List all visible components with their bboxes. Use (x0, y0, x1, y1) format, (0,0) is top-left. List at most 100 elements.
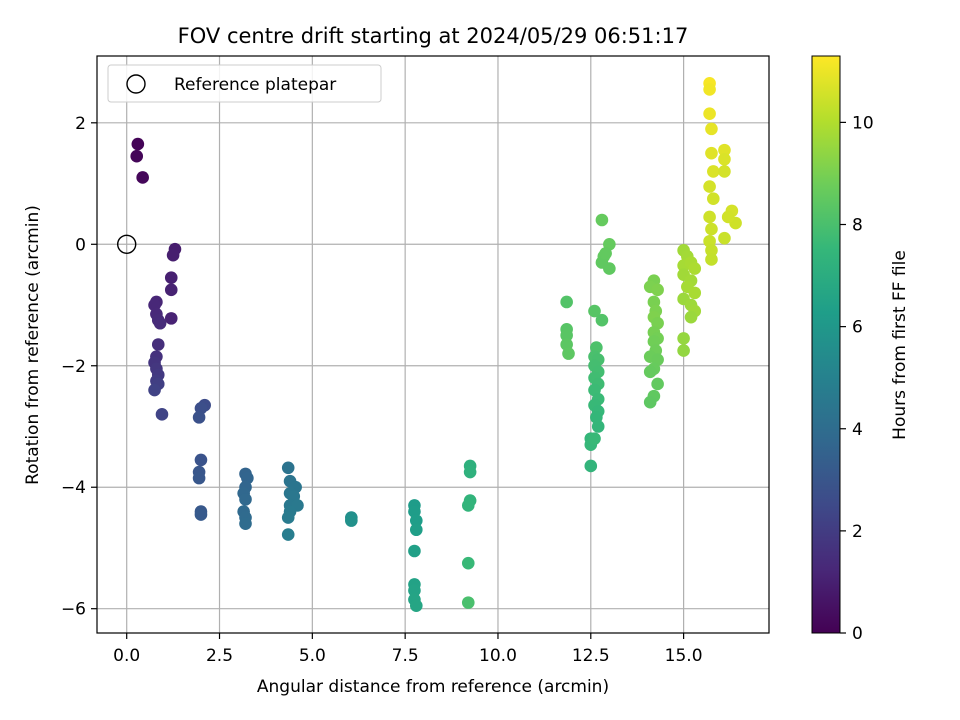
legend: Reference platepar (107, 64, 382, 103)
colorbar-tick-label: 8 (852, 216, 863, 236)
data-point (463, 465, 477, 479)
data-point (599, 247, 612, 260)
data-point (281, 528, 295, 541)
data-point (707, 165, 720, 178)
plot-frame (96, 55, 770, 634)
y-tick-label: −4 (61, 478, 86, 498)
data-point (562, 347, 575, 360)
data-point (153, 316, 167, 330)
data-point (705, 253, 718, 266)
colorbar-tick-label: 6 (852, 318, 863, 338)
data-point (409, 514, 423, 527)
y-tick-label: 2 (75, 114, 86, 134)
data-point (130, 149, 144, 163)
data-point (718, 152, 731, 166)
data-point (409, 523, 423, 537)
data-point (705, 222, 718, 236)
x-tick-label: 2.5 (206, 646, 233, 666)
chart-title: FOV centre drift starting at 2024/05/29 … (178, 24, 689, 48)
data-point (588, 304, 601, 318)
data-point (131, 137, 145, 151)
x-tick-label: 5.0 (299, 646, 326, 666)
x-tick-label: 12.5 (572, 646, 610, 666)
y-axis-ticks: −6 −4 −2 0 2 (61, 114, 97, 620)
data-point (461, 596, 475, 609)
data-point (164, 312, 178, 325)
y-tick-label: 0 (75, 235, 86, 255)
data-point (560, 295, 573, 309)
data-points (130, 77, 742, 612)
data-point (718, 165, 731, 178)
data-point (345, 514, 358, 527)
data-point (584, 459, 598, 473)
data-point (603, 262, 616, 275)
colorbar (811, 55, 841, 634)
colorbar-tick-label: 0 (852, 624, 863, 644)
data-point (461, 499, 475, 512)
colorbar-tick-label: 10 (852, 113, 874, 133)
y-axis-label: Rotation from reference (arcmin) (23, 205, 43, 485)
data-point (136, 171, 149, 184)
data-point (651, 283, 664, 297)
data-point (461, 556, 475, 570)
data-point (643, 365, 657, 379)
x-tick-label: 10.0 (479, 646, 517, 666)
data-point (155, 408, 169, 421)
data-point (703, 180, 716, 193)
data-point (705, 244, 718, 257)
colorbar-tick-label: 4 (852, 420, 863, 440)
data-point (595, 313, 609, 327)
x-tick-label: 7.5 (392, 646, 419, 666)
data-point (281, 511, 295, 524)
data-point (721, 210, 735, 224)
data-point (705, 146, 718, 160)
data-point (588, 432, 601, 445)
data-point (595, 213, 609, 227)
y-tick-label: −2 (61, 357, 86, 377)
data-point (408, 584, 421, 597)
legend-marker-open-circle (126, 74, 146, 94)
data-point (643, 395, 657, 409)
data-point (192, 471, 206, 485)
grid-lines (97, 56, 769, 633)
data-point (194, 508, 208, 521)
colorbar-tick-label: 2 (852, 522, 863, 542)
x-tick-label: 15.0 (665, 646, 703, 666)
data-point (684, 310, 698, 324)
colorbar-ticks: 0 2 4 6 8 10 (840, 113, 874, 644)
data-point (151, 338, 165, 351)
data-point (707, 192, 720, 206)
colorbar-label: Hours from first FF file (890, 250, 910, 440)
data-point (591, 420, 605, 433)
data-point (194, 453, 208, 467)
data-point (148, 383, 161, 397)
data-point (408, 544, 421, 558)
data-point (703, 210, 716, 224)
data-point (705, 122, 718, 136)
reference-point (117, 234, 137, 254)
data-point (703, 83, 716, 96)
data-point (651, 377, 664, 391)
data-point (677, 344, 690, 357)
y-tick-label: −6 (61, 600, 86, 620)
data-point (703, 107, 716, 120)
data-point (239, 493, 252, 506)
legend-box (107, 64, 382, 103)
data-point (164, 271, 178, 284)
data-point (688, 286, 702, 300)
data-point (688, 262, 702, 275)
data-point (164, 283, 178, 297)
legend-entry-label: Reference platepar (174, 75, 336, 95)
x-axis-label: Angular distance from reference (arcmin) (257, 677, 609, 697)
data-point (281, 461, 295, 475)
data-point (718, 231, 731, 245)
data-point (409, 599, 423, 612)
data-point (166, 248, 180, 262)
x-tick-label: 0.0 (113, 646, 140, 666)
data-point (192, 411, 206, 424)
data-point (239, 517, 252, 530)
reference-marker (117, 234, 137, 254)
data-point (560, 329, 573, 342)
data-point (718, 143, 731, 157)
